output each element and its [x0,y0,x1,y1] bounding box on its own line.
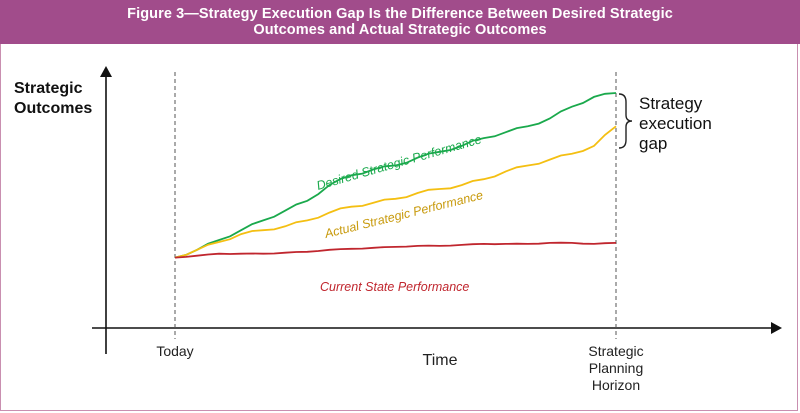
gap-annotation-line-1: Strategy [639,94,703,113]
actual-series-label: Actual Strategic Performance [322,188,484,241]
figure-title-line-2: Outcomes and Actual Strategic Outcomes [253,22,547,38]
x-axis-arrow [771,322,782,334]
desired-performance-line [174,92,617,259]
figure-title-line-1: Figure 3—Strategy Execution Gap Is the D… [127,6,673,22]
figure-header: Figure 3—Strategy Execution Gap Is the D… [0,0,800,44]
actual-performance-line [174,125,617,259]
gap-bracket [618,93,633,149]
x-tick-today: Today [156,343,194,359]
gap-annotation-line-3: gap [639,134,668,153]
figure-title: Figure 3—Strategy Execution Gap Is the D… [120,6,680,38]
current-series-label: Current State Performance [320,280,469,294]
x-tick-horizon-line-3: Horizon [591,377,641,393]
strategy-gap-chart: Desired Strategic Performance Actual Str… [92,66,782,354]
y-axis-title-line-1: Strategic [14,80,83,97]
current-state-line [174,241,617,259]
gap-annotation: Strategy execution gap [639,94,712,154]
x-axis-title: Time [422,352,458,369]
y-axis-title-line-2: Outcomes [14,100,93,117]
x-tick-horizon: Strategic Planning Horizon [571,343,661,394]
desired-series-label: Desired Strategic Performance [315,132,483,193]
x-tick-horizon-line-2: Planning [588,360,644,376]
x-tick-horizon-line-1: Strategic [588,343,644,359]
y-axis-title: Strategic Outcomes [14,79,92,119]
y-axis-arrow [100,66,112,77]
gap-annotation-line-2: execution [639,114,712,133]
